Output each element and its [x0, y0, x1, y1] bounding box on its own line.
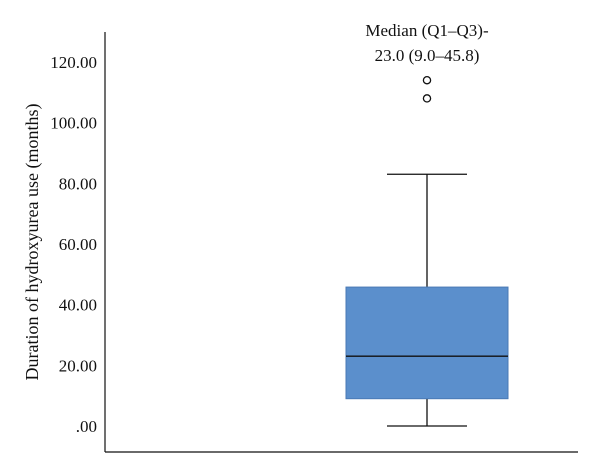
y-tick-label: .00 — [76, 417, 97, 436]
y-tick-label: 60.00 — [59, 235, 97, 254]
y-tick-label: 40.00 — [59, 296, 97, 315]
outlier-point — [422, 94, 432, 103]
axes — [104, 32, 578, 453]
box-plot — [345, 75, 509, 427]
y-tick-label: 20.00 — [59, 356, 97, 375]
y-tick-label: 120.00 — [50, 53, 97, 72]
annotation-line: Median (Q1–Q3)- — [365, 21, 489, 40]
annotation-line: 23.0 (9.0–45.8) — [375, 46, 480, 65]
y-tick-label: 100.00 — [50, 114, 97, 133]
y-ticks: .00 20.00 40.00 60.00 80.00 100.00 120.00 — [50, 53, 97, 436]
iqr-box — [345, 286, 509, 400]
y-axis-title: Duration of hydroxyurea use (months) — [22, 104, 43, 381]
outlier-point — [422, 75, 432, 85]
median-annotation: Median (Q1–Q3)- 23.0 (9.0–45.8) — [365, 21, 489, 65]
y-tick-label: 80.00 — [59, 174, 97, 193]
